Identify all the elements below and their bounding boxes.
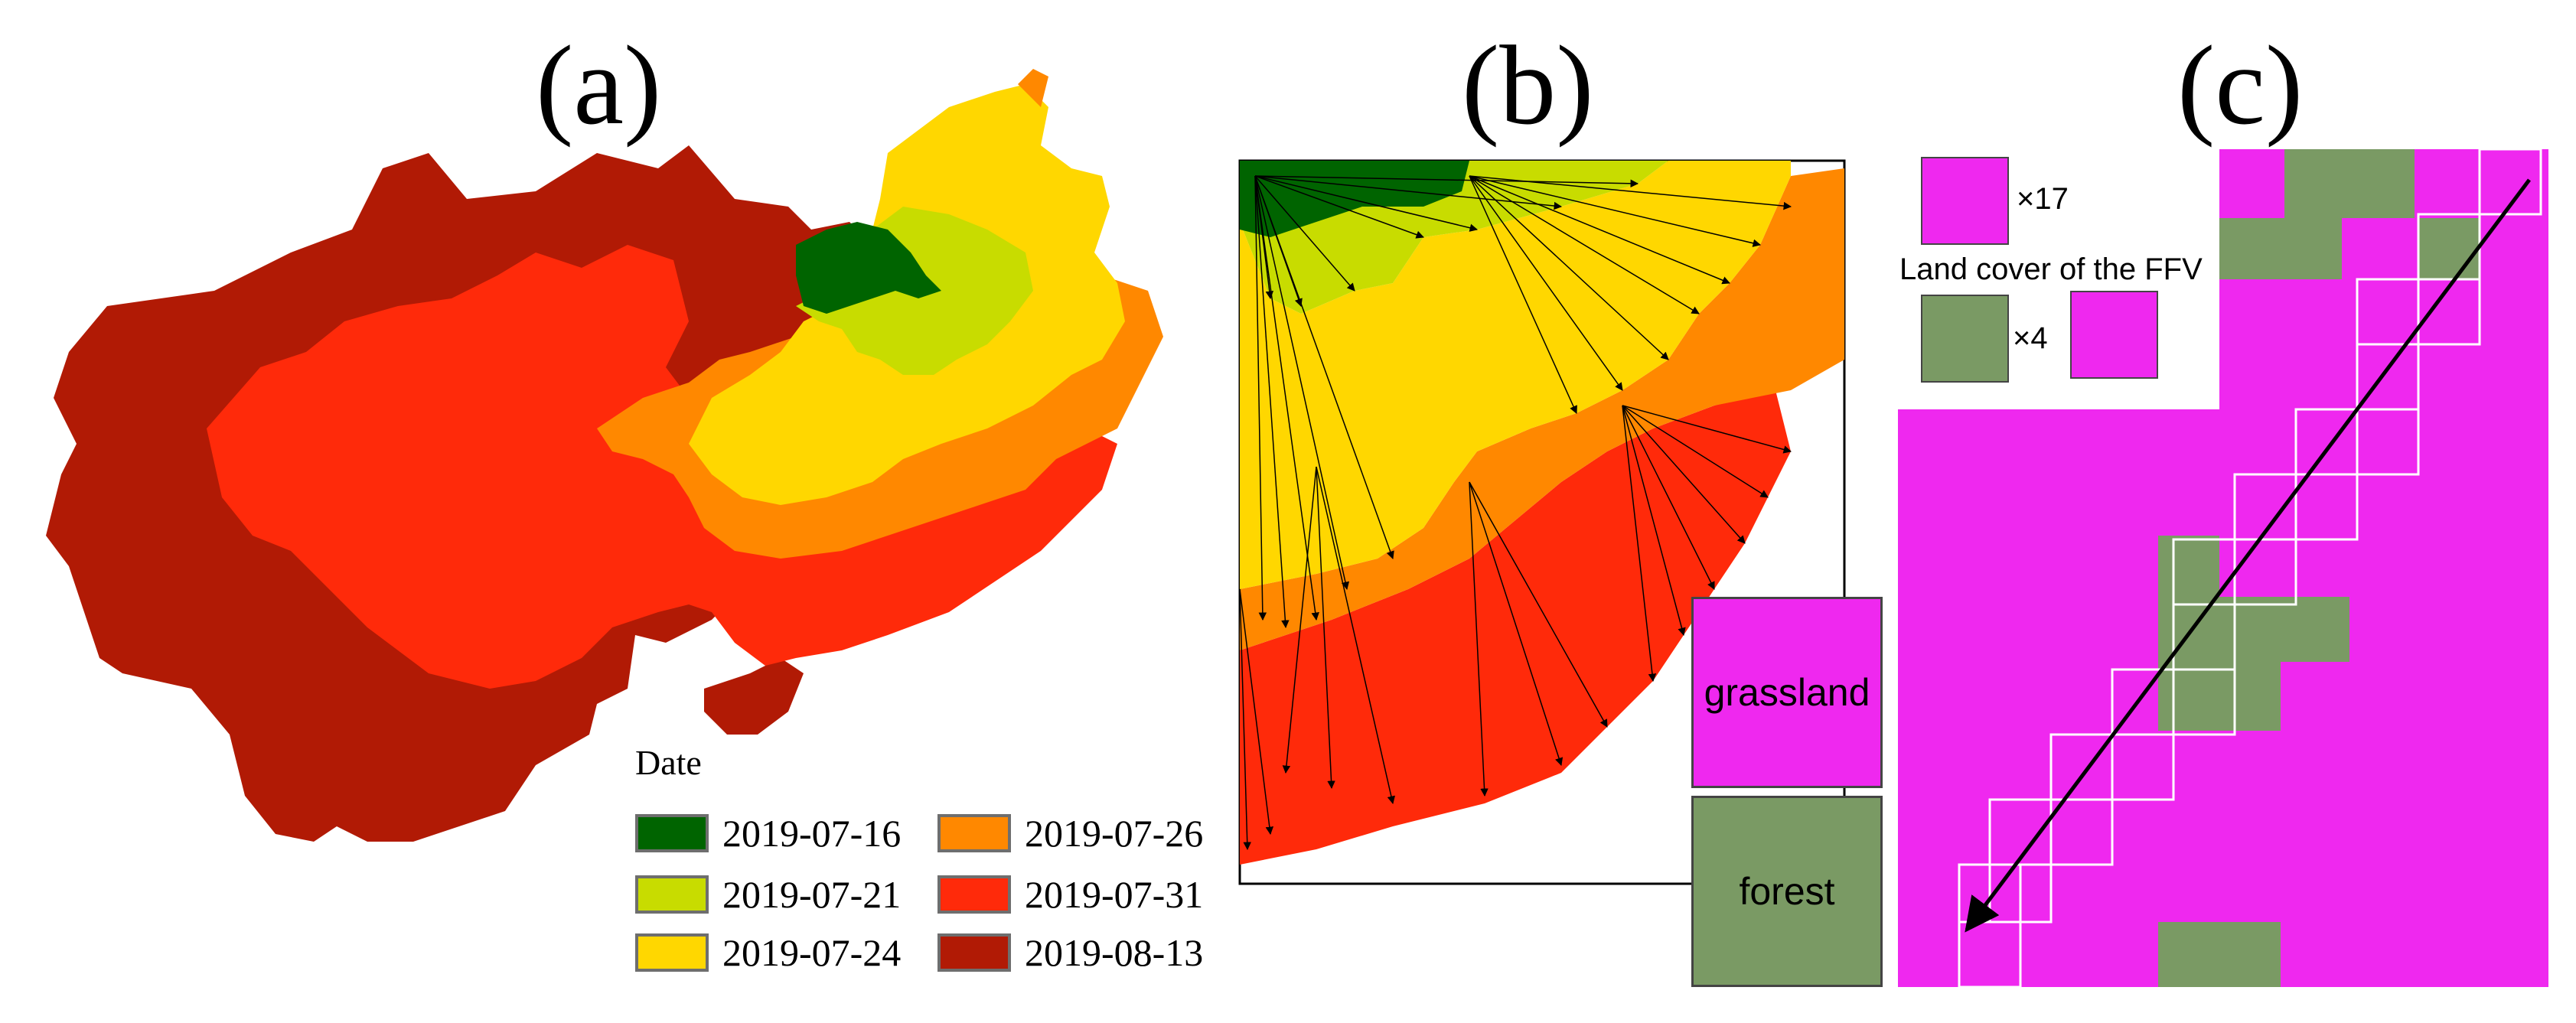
region-2019-08-13-east-lobe [704,658,804,735]
ffv-direction-arrow [1965,178,2531,933]
legend-item: 2019-07-21 [635,872,901,917]
legend-item: 2019-08-13 [937,930,1203,975]
legend-swatch [937,933,1011,972]
legend-label: 2019-07-31 [1025,873,1204,916]
panel-label-b: (b) [1462,23,1594,148]
legend-label: 2019-07-24 [722,931,902,974]
zone-2019-07-24 [1240,161,1791,589]
grid-outline-cells [1958,148,2542,989]
spread-vector-map [1238,159,1846,885]
legend-swatch [635,933,709,972]
legend-swatch [937,875,1011,914]
inset-grassland-swatch-2 [2070,291,2158,379]
grassland-legend-box: grassland [1691,597,1883,788]
inset-grassland-swatch [1921,157,2009,245]
legend-item: 2019-07-26 [937,811,1203,855]
legend-label: 2019-07-21 [722,873,902,916]
zone-2019-07-26 [1240,168,1844,650]
inset-forest-count: ×4 [2013,321,2048,355]
legend-swatch [937,814,1011,852]
zone-2019-07-31 [1240,390,1791,865]
legend-title: Date [635,743,702,782]
region-2019-07-16 [796,222,941,314]
legend-item: 2019-07-16 [635,811,901,855]
spread-vectors [1240,175,1792,851]
legend-label: 2019-08-13 [1025,931,1204,974]
inset-title: Land cover of the FFV [1899,252,2203,286]
panel-label-a: (a) [536,23,662,148]
legend-item: 2019-07-24 [635,930,901,975]
legend-swatch [635,875,709,914]
forest-legend-box: forest [1691,796,1883,987]
inset-grassland-count: ×17 [2017,182,2069,216]
legend-label: 2019-07-26 [1025,812,1204,855]
fire-spread-map [46,69,1163,842]
legend-label: 2019-07-16 [722,812,902,855]
legend-item: 2019-07-31 [937,872,1203,917]
panel-label-c: (c) [2177,23,2304,148]
legend-swatch [635,814,709,852]
region-2019-07-24-north-tip [1018,69,1048,107]
inset-forest-swatch [1921,295,2009,383]
